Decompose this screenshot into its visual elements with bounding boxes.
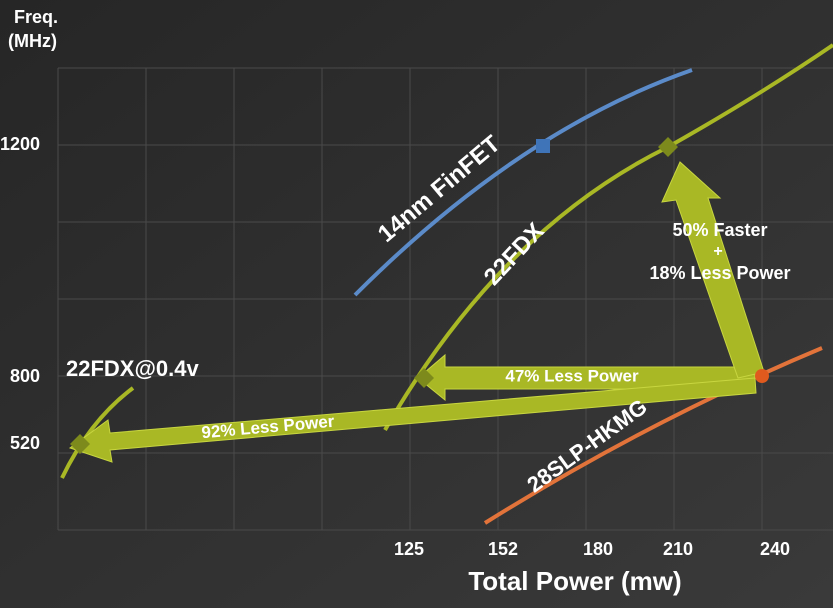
arrow-up <box>661 161 765 379</box>
y-tick-label: 800 <box>10 366 40 386</box>
y-title: Freq. <box>14 7 58 27</box>
fdx-low-curve <box>60 386 135 479</box>
hkmg-curve <box>483 346 823 525</box>
hkmg-marker <box>755 369 769 383</box>
arrow-label: + <box>713 243 722 260</box>
fdx-marker <box>414 368 434 388</box>
fdx-marker <box>658 137 678 157</box>
x-tick-label: 152 <box>488 539 518 559</box>
finfet-marker <box>536 139 550 153</box>
x-tick-label: 125 <box>394 539 424 559</box>
x-tick-label: 180 <box>583 539 613 559</box>
fdx-low-marker <box>70 434 90 454</box>
finfet-curve <box>353 68 693 297</box>
y-tick-label: 520 <box>10 433 40 453</box>
y-title: (MHz) <box>8 31 57 51</box>
fdx-curve <box>383 43 833 431</box>
y-tick-label: 1200 <box>0 134 40 154</box>
arrow-label: 50% Faster <box>672 220 767 240</box>
x-title: Total Power (mw) <box>468 566 681 596</box>
arrow-long <box>68 377 757 463</box>
arrow-label: 18% Less Power <box>649 263 790 283</box>
x-tick-label: 210 <box>663 539 693 559</box>
x-tick-label: 240 <box>760 539 790 559</box>
curve-label: 22FDX@0.4v <box>66 356 200 381</box>
arrow-label: 47% Less Power <box>505 366 639 385</box>
